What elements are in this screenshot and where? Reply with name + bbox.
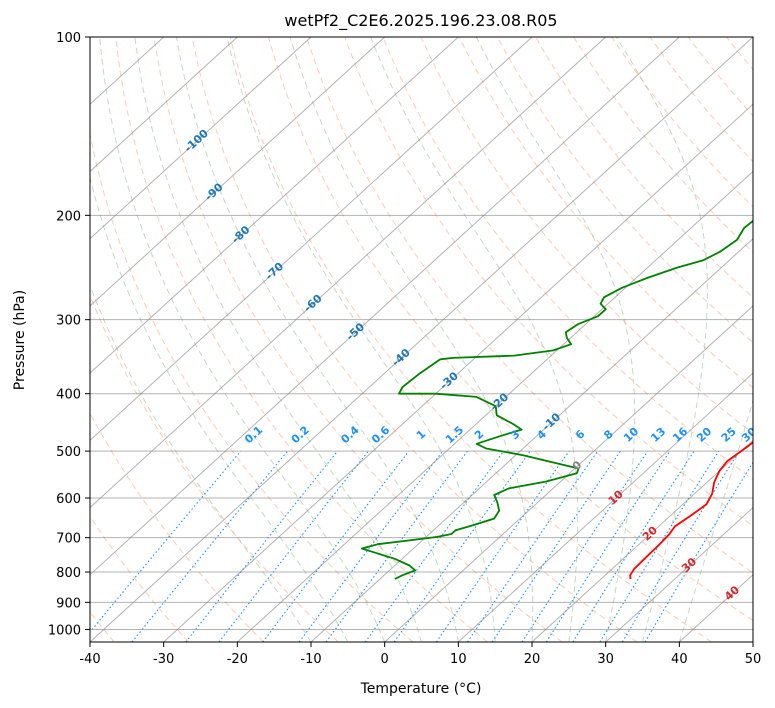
dry-adiabat-line (191, 37, 638, 642)
isotherm-line (384, 305, 753, 642)
isotherm-line (531, 439, 753, 642)
mixing-ratio-line (572, 450, 695, 642)
x-tick-label: -30 (153, 652, 174, 667)
moist-adiabat-line (616, 37, 708, 642)
y-tick-label: 500 (56, 445, 81, 460)
mixing-ratio-line (545, 450, 671, 642)
dry-adiabat-line (90, 131, 414, 642)
dry-adiabat-line (306, 37, 753, 574)
mixing-ratio-line (90, 450, 242, 633)
y-tick-label: 1000 (48, 623, 81, 638)
x-tick-label: 40 (671, 652, 688, 667)
dry-adiabat-line (496, 37, 753, 344)
moist-adiabat-line (99, 37, 386, 642)
dry-adiabat-line (229, 37, 712, 642)
mixing-ratio-line (364, 450, 505, 642)
isotherm-line (310, 237, 753, 642)
plot-area: -100-90-80-70-60-50-40-30-20-10010203040… (90, 37, 753, 642)
y-tick-label: 800 (56, 566, 81, 581)
x-tick-label: -40 (79, 652, 100, 667)
isotherm-line (90, 37, 386, 307)
isotherms (90, 37, 753, 642)
dry-adiabat-line (153, 37, 563, 642)
y-tick-label: 300 (56, 314, 81, 329)
mixing-ratio-line (262, 450, 410, 642)
temperature-profile-line (629, 441, 753, 580)
isotherm-line (163, 103, 753, 642)
x-tick-label: -20 (227, 652, 248, 667)
mixing-ratio-line (131, 450, 289, 642)
y-tick-label: 700 (56, 532, 81, 547)
x-tick-label: 20 (524, 652, 541, 667)
chart-title: wetPf2_C2E6.2025.196.23.08.R05 (284, 11, 557, 31)
mixing-ratio-line (599, 450, 720, 642)
pressure-grid (90, 37, 753, 630)
isotherm-line (90, 37, 607, 509)
moist-adiabat-line (134, 37, 422, 642)
dry-adiabat-line (90, 293, 339, 642)
y-tick-label: 100 (56, 31, 81, 46)
dewpoint-profile-line (361, 219, 753, 580)
isotherm-line (605, 506, 753, 642)
x-tick-label: 10 (450, 652, 467, 667)
moist-adiabat-line (678, 398, 753, 642)
isotherm-line (90, 37, 238, 173)
dry-adiabat-line (649, 37, 753, 163)
y-tick-label: 400 (56, 388, 81, 403)
mixing-ratio-lines (90, 450, 753, 642)
x-axis-title: Temperature (°C) (360, 681, 482, 697)
x-tick-label: 0 (381, 652, 389, 667)
moist-adiabat-line (226, 37, 496, 642)
isotherm-line (90, 37, 312, 240)
dry-adiabat-line (458, 37, 753, 389)
x-tick-label: -10 (300, 652, 321, 667)
profiles (361, 219, 753, 580)
dry-adiabat-line (90, 412, 264, 642)
isotherm-line (90, 37, 533, 442)
dry-adiabat-line (115, 37, 488, 642)
mixing-ratio-line (644, 461, 753, 642)
isotherm-line (90, 37, 753, 642)
dry-adiabat-line (268, 37, 753, 622)
x-axis: -40 -30 -20 -10 0 10 20 30 40 50 (79, 642, 761, 667)
mixing-ratio-line (185, 450, 339, 642)
dry-adiabat-line (382, 37, 753, 481)
y-tick-label: 900 (56, 596, 81, 611)
moist-adiabat-line (90, 175, 349, 642)
isotherm-line (90, 37, 459, 374)
mixing-ratio-line (467, 450, 599, 642)
moist-adiabat-line (289, 37, 534, 642)
y-axis-title: Pressure (hPa) (12, 290, 28, 390)
y-tick-label: 200 (56, 209, 81, 224)
dry-adiabat-line (344, 37, 753, 527)
x-tick-label: 50 (745, 652, 762, 667)
plot-frame (89, 36, 754, 643)
isotherm-line (90, 37, 680, 576)
mixing-ratio-line (393, 450, 531, 642)
mixing-ratio-line (218, 450, 369, 642)
dry-adiabat-line (420, 37, 753, 434)
dry-adiabat-line (573, 37, 753, 253)
isotherm-line (457, 372, 753, 642)
y-tick-label: 600 (56, 492, 81, 507)
x-tick-label: 30 (597, 652, 614, 667)
y-axis: 100 200 300 400 500 600 700 800 900 1000 (48, 31, 90, 638)
moist-adiabat-line (370, 37, 579, 642)
moist-adiabat-line (475, 37, 636, 642)
dry-adiabats (90, 37, 753, 642)
